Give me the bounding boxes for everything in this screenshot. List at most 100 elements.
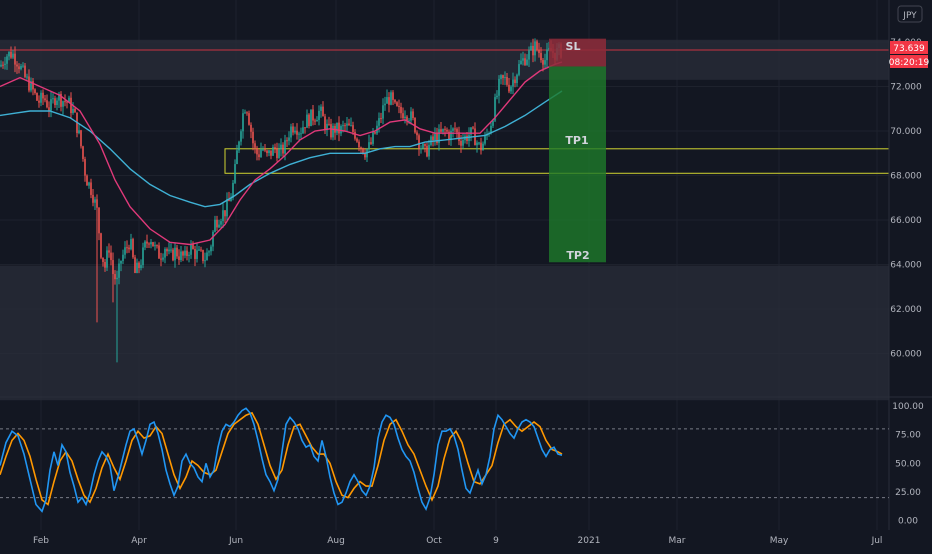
candle-body bbox=[154, 245, 156, 247]
candle-body bbox=[540, 52, 542, 61]
candle-body bbox=[416, 132, 418, 136]
candle-body bbox=[330, 124, 332, 138]
candle-body bbox=[400, 106, 402, 114]
candle-body bbox=[348, 123, 350, 126]
candle-body bbox=[234, 164, 236, 183]
candle-body bbox=[64, 101, 66, 103]
candle-body bbox=[282, 144, 284, 154]
candle-body bbox=[528, 50, 530, 60]
countdown-value: 08:20:19 bbox=[889, 58, 930, 68]
candle-body bbox=[408, 120, 410, 122]
candle-body bbox=[352, 125, 354, 132]
price-tick-label: 72.000 bbox=[890, 83, 922, 93]
candle-body bbox=[230, 197, 232, 202]
candle-body bbox=[140, 265, 142, 269]
candle-body bbox=[122, 254, 124, 261]
candle-body bbox=[108, 250, 110, 253]
candle-body bbox=[78, 130, 80, 134]
time-tick-label: 9 bbox=[493, 536, 499, 546]
take-profit-box bbox=[549, 66, 606, 263]
stop-loss-box bbox=[549, 38, 606, 67]
candle-body bbox=[342, 125, 344, 127]
oscillator-axis[interactable]: 100.00 75.00 50.00 25.00 0.00 bbox=[892, 402, 924, 527]
candle-body bbox=[116, 277, 118, 280]
candle-body bbox=[66, 101, 68, 103]
candle-body bbox=[138, 262, 140, 269]
candle-body bbox=[450, 130, 452, 141]
candle-body bbox=[424, 143, 426, 146]
time-axis[interactable]: Feb Apr Jun Aug Oct 9 2021 Mar May Jul bbox=[33, 536, 882, 546]
time-tick-label: Mar bbox=[669, 536, 686, 546]
candle-body bbox=[112, 260, 114, 275]
candle-body bbox=[442, 128, 444, 132]
candle-body bbox=[278, 149, 280, 159]
candle-body bbox=[218, 224, 220, 228]
candle-body bbox=[258, 154, 260, 158]
candle-body bbox=[524, 58, 526, 65]
candle-body bbox=[370, 142, 372, 144]
time-tick-label: 2021 bbox=[578, 536, 601, 546]
time-tick-label: Aug bbox=[327, 536, 345, 546]
candle-body bbox=[156, 245, 158, 247]
candle-body bbox=[454, 128, 456, 130]
candle-body bbox=[92, 194, 94, 203]
candle-body bbox=[86, 175, 88, 186]
candle-body bbox=[412, 111, 414, 118]
time-tick-label: Jul bbox=[871, 536, 883, 546]
candle-body bbox=[162, 257, 164, 260]
candle-body bbox=[418, 135, 420, 149]
oscillator-tick-label: 50.00 bbox=[895, 459, 921, 469]
currency-badge[interactable] bbox=[897, 5, 923, 23]
moving-averages bbox=[0, 61, 563, 246]
candle-body bbox=[436, 133, 438, 144]
candle-body bbox=[32, 81, 34, 90]
candle-body bbox=[298, 133, 300, 135]
candle-body bbox=[446, 129, 448, 132]
candle-body bbox=[388, 97, 390, 105]
candle-body bbox=[306, 114, 308, 128]
price-tick-label: 60.000 bbox=[890, 350, 922, 360]
candle-body bbox=[132, 239, 134, 258]
candle-body bbox=[472, 127, 474, 129]
candle-body bbox=[60, 93, 62, 107]
candle-body bbox=[326, 123, 328, 131]
candle-body bbox=[288, 137, 290, 141]
candle-body bbox=[358, 141, 360, 148]
candle-body bbox=[170, 249, 172, 251]
candle-body bbox=[272, 147, 274, 156]
candle-body bbox=[224, 210, 226, 217]
candle-body bbox=[54, 98, 56, 106]
candle-body bbox=[350, 125, 352, 127]
candle-body bbox=[374, 132, 376, 134]
candle-body bbox=[430, 136, 432, 145]
candle-body bbox=[62, 101, 64, 107]
resistance-zone bbox=[0, 39, 889, 80]
candle-body bbox=[396, 102, 398, 106]
price-tick-label: 70.000 bbox=[890, 127, 922, 137]
candle-body bbox=[500, 75, 502, 79]
candle-body bbox=[130, 239, 132, 250]
candle-body bbox=[476, 142, 478, 146]
candle-body bbox=[84, 158, 86, 176]
candle-body bbox=[148, 243, 150, 245]
candle-body bbox=[226, 198, 228, 217]
fast-ma-line bbox=[0, 61, 563, 246]
candle-body bbox=[480, 142, 482, 151]
candle-body bbox=[100, 233, 102, 258]
candle-body bbox=[24, 65, 26, 77]
candle-body bbox=[356, 138, 358, 142]
candle-body bbox=[470, 127, 472, 135]
candle-body bbox=[398, 105, 400, 107]
candle-body bbox=[318, 110, 320, 120]
candle-body bbox=[22, 65, 24, 67]
tp2-label: TP2 bbox=[566, 249, 589, 262]
candle-body bbox=[432, 136, 434, 141]
candle-body bbox=[428, 144, 430, 157]
candle-body bbox=[346, 123, 348, 126]
candle-body bbox=[294, 130, 296, 133]
candle-body bbox=[158, 245, 160, 259]
candle-body bbox=[452, 128, 454, 131]
candle-body bbox=[420, 148, 422, 150]
candle-body bbox=[228, 198, 230, 202]
candle-body bbox=[490, 125, 492, 134]
